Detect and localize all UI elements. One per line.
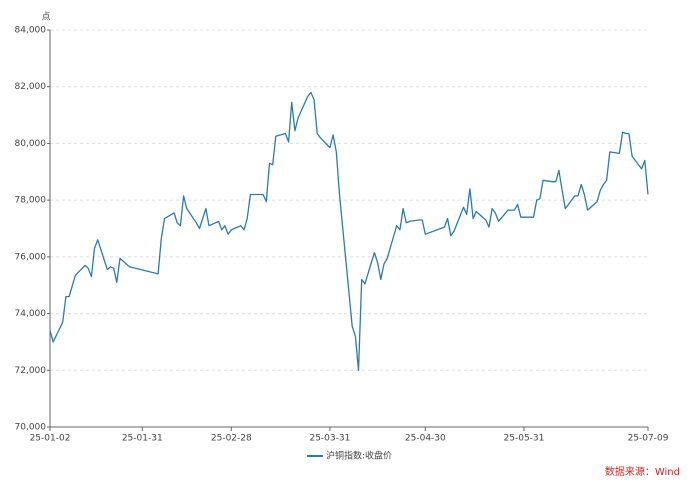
y-tick-label: 74,000 [15, 309, 47, 319]
x-tick-label: 25-07-09 [628, 434, 669, 444]
y-axis-label: 点 [41, 12, 50, 23]
y-tick-label: 72,000 [15, 366, 47, 376]
legend-label: 沪铜指数:收盘价 [326, 450, 392, 462]
x-tick-label: 25-03-31 [309, 434, 350, 444]
y-tick-label: 84,000 [15, 26, 47, 36]
x-tick-label: 25-02-28 [211, 434, 252, 444]
y-tick-label: 82,000 [15, 82, 47, 92]
x-tick-label: 25-01-02 [30, 434, 71, 444]
y-tick-label: 76,000 [15, 252, 47, 262]
y-tick-label: 80,000 [15, 139, 47, 149]
price-line [49, 91, 649, 371]
source-note: 数据来源：Wind [605, 465, 680, 478]
x-tick-label: 25-01-31 [122, 434, 163, 444]
y-tick-label: 70,000 [15, 423, 47, 433]
y-tick-label: 78,000 [15, 196, 47, 206]
x-tick-label: 25-05-31 [504, 434, 545, 444]
x-tick-label: 25-04-30 [405, 434, 446, 444]
